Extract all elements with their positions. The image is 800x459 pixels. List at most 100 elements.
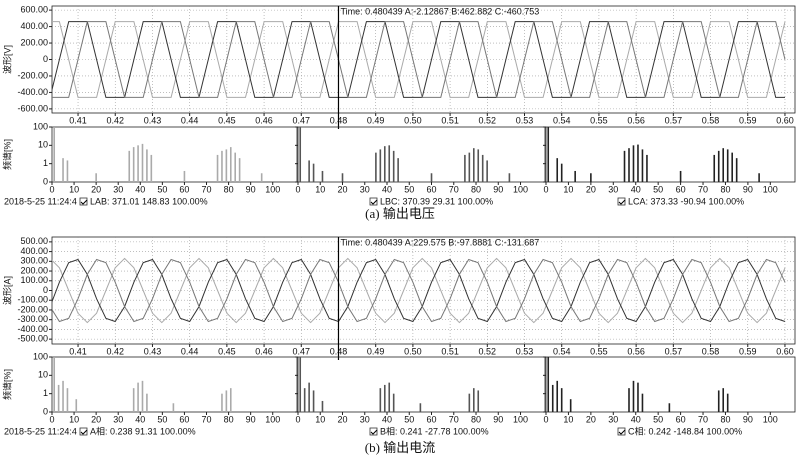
spectrum-bar bbox=[560, 388, 563, 412]
spectrum-bar bbox=[66, 388, 69, 412]
x-tick-label: 90 bbox=[743, 184, 753, 194]
spectrum-bar bbox=[137, 382, 139, 412]
spectrum-bar bbox=[472, 148, 475, 182]
x-tick-label: 70 bbox=[201, 414, 211, 424]
spectrum-bar bbox=[260, 173, 263, 182]
x-tick-label: 80 bbox=[720, 184, 730, 194]
x-tick-label: 0.54 bbox=[553, 346, 571, 356]
spectrum-bar bbox=[731, 152, 733, 182]
x-tick-label: 30 bbox=[113, 414, 123, 424]
checkmark bbox=[370, 429, 378, 435]
checkmark bbox=[618, 429, 626, 435]
x-tick-label: 0.51 bbox=[441, 115, 459, 125]
y-tick-label: -100.00 bbox=[17, 295, 48, 305]
y-tick-label: -300.00 bbox=[17, 314, 48, 324]
spectrum-bar bbox=[569, 399, 572, 412]
x-tick-label: 0 bbox=[543, 184, 548, 194]
spectrum-bar bbox=[221, 150, 223, 182]
spectrum-bar bbox=[468, 393, 471, 412]
spectrum-bar bbox=[641, 393, 644, 412]
spectrum-bar bbox=[172, 403, 175, 412]
y-tick-label: 0 bbox=[43, 176, 48, 186]
x-tick-label: 80 bbox=[224, 184, 234, 194]
spectrum-bar bbox=[146, 393, 148, 412]
spectrum-bar bbox=[632, 380, 635, 412]
x-tick-label: 0 bbox=[295, 184, 300, 194]
plot-frame bbox=[545, 356, 796, 413]
x-tick-label: 50 bbox=[404, 184, 414, 194]
spectrum-bar bbox=[551, 384, 554, 412]
x-tick-label: 30 bbox=[608, 414, 618, 424]
spectrum-bar bbox=[383, 384, 386, 412]
x-tick-label: 0.60 bbox=[776, 346, 794, 356]
spectrum-bar bbox=[53, 127, 56, 182]
spectrum-bar bbox=[717, 150, 720, 182]
caption: (a) 输出电压 bbox=[365, 206, 435, 221]
y-tick-label: -600.00 bbox=[17, 103, 48, 113]
spectrum-bar bbox=[379, 149, 382, 182]
x-tick-label: 0.46 bbox=[255, 115, 273, 125]
x-tick-label: 0 bbox=[49, 184, 54, 194]
y-tick-label: 500.00 bbox=[20, 236, 48, 246]
spectrum-bar bbox=[75, 399, 78, 412]
checkbox bbox=[79, 427, 88, 436]
spectrum-bar bbox=[132, 147, 135, 182]
x-tick-label: 0.45 bbox=[218, 115, 236, 125]
x-tick-label: 40 bbox=[382, 414, 392, 424]
spectrum-bar bbox=[62, 158, 64, 182]
x-tick-label: 100 bbox=[265, 414, 280, 424]
x-tick-label: 0.41 bbox=[69, 115, 87, 125]
checkbox bbox=[617, 427, 626, 436]
spectrum-bar bbox=[341, 173, 344, 182]
x-tick-label: 100 bbox=[513, 414, 528, 424]
x-tick-label: 0.49 bbox=[367, 115, 385, 125]
y-tick-label: 200.00 bbox=[20, 37, 48, 47]
y-tick-label: 100 bbox=[33, 351, 48, 361]
readout: LCA: 373.33 -90.94 100.00% bbox=[628, 196, 744, 206]
y-tick-label: 300.00 bbox=[20, 256, 48, 266]
x-tick-label: 0.50 bbox=[404, 346, 422, 356]
x-tick-label: 50 bbox=[653, 184, 663, 194]
x-tick-label: 20 bbox=[337, 184, 347, 194]
waveform bbox=[52, 21, 785, 98]
spectrum-bar bbox=[150, 154, 153, 182]
x-tick-label: 0.43 bbox=[144, 346, 162, 356]
x-tick-label: 70 bbox=[698, 184, 708, 194]
checkmark bbox=[618, 199, 626, 205]
y-axis-title: 波形[A] bbox=[1, 276, 12, 305]
x-tick-label: 40 bbox=[631, 184, 641, 194]
y-tick-label: -500.00 bbox=[17, 334, 48, 344]
series-group bbox=[52, 21, 786, 98]
spectrum-bar bbox=[221, 393, 223, 412]
x-tick-label: 70 bbox=[449, 414, 459, 424]
spectrum-bar bbox=[388, 382, 391, 412]
x-tick-label: 0.52 bbox=[479, 346, 497, 356]
x-tick-label: 60 bbox=[676, 184, 686, 194]
y-tick-label: 10 bbox=[38, 370, 48, 380]
x-tick-label: 10 bbox=[563, 414, 573, 424]
y-axis-title: 波形[V] bbox=[1, 45, 12, 74]
x-tick-label: 10 bbox=[69, 184, 79, 194]
timestamp: 2018-5-25 11:24:4 bbox=[4, 196, 77, 206]
x-tick-label: 90 bbox=[493, 414, 503, 424]
x-tick-label: 40 bbox=[135, 414, 145, 424]
spectrum-bar bbox=[477, 149, 480, 182]
x-tick-label: 70 bbox=[201, 184, 211, 194]
x-tick-label: 0.44 bbox=[181, 115, 199, 125]
spectrum-bar bbox=[238, 158, 241, 182]
spectrum-bar bbox=[392, 393, 395, 412]
plot-frame bbox=[51, 356, 298, 413]
series-group bbox=[52, 257, 786, 324]
y-tick-label: 400.00 bbox=[20, 246, 48, 256]
readout: A相: 0.238 91.31 100.00% bbox=[90, 425, 196, 436]
spectrum-bar bbox=[66, 160, 69, 182]
x-tick-label: 40 bbox=[135, 184, 145, 194]
spectrum-bar bbox=[95, 173, 97, 182]
spectrum-bar bbox=[713, 154, 716, 182]
x-tick-label: 30 bbox=[360, 414, 370, 424]
spectrum-bar bbox=[132, 388, 135, 412]
spectrum-bar bbox=[628, 388, 630, 412]
x-tick-label: 30 bbox=[113, 184, 123, 194]
